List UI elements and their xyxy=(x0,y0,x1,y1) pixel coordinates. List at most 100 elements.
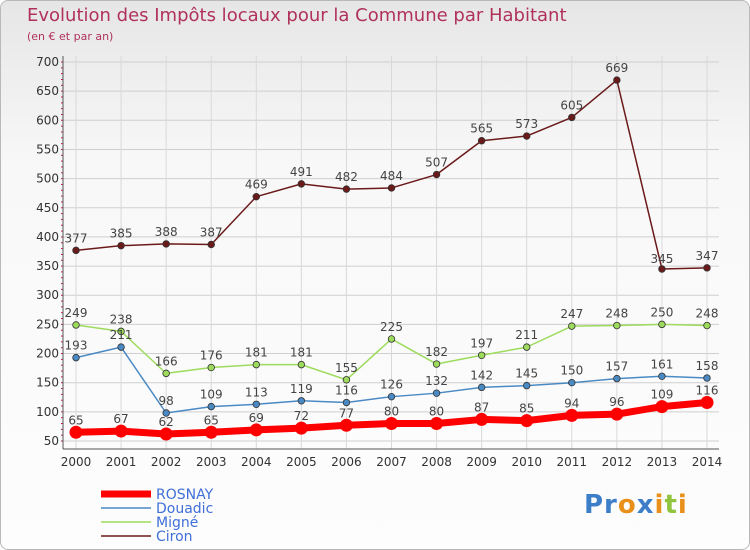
data-point xyxy=(658,320,666,329)
data-label: 469 xyxy=(245,178,268,192)
y-tick-label: 350 xyxy=(36,259,59,273)
data-label: 155 xyxy=(335,361,358,375)
data-point xyxy=(655,400,669,414)
data-label: 225 xyxy=(380,320,403,334)
data-label: 109 xyxy=(650,388,673,402)
data-point xyxy=(477,383,486,392)
data-point xyxy=(297,397,306,405)
data-label: 126 xyxy=(380,378,403,392)
data-label: 85 xyxy=(519,402,534,416)
x-tick-label: 2004 xyxy=(241,455,272,469)
data-point xyxy=(613,321,621,330)
data-point xyxy=(523,381,531,390)
x-tick-label: 2013 xyxy=(647,455,678,469)
data-label: 158 xyxy=(696,359,719,373)
data-point xyxy=(339,418,353,432)
data-point xyxy=(72,353,80,362)
data-point xyxy=(430,417,444,431)
data-point xyxy=(613,76,621,84)
data-point xyxy=(162,369,170,378)
data-point xyxy=(610,407,624,421)
data-label: 96 xyxy=(609,395,624,409)
data-point xyxy=(520,414,534,428)
data-point xyxy=(432,360,441,368)
y-tick-label: 500 xyxy=(36,172,59,186)
data-label: 116 xyxy=(696,384,719,398)
data-label: 249 xyxy=(65,306,88,320)
data-point xyxy=(72,321,80,329)
data-point xyxy=(207,402,215,411)
data-point xyxy=(252,360,260,369)
data-point xyxy=(523,343,531,351)
data-point xyxy=(658,372,666,380)
data-labels: 65 67 62 65 69 72 77 80 80 87 85 94 96 109 116 193 211 98… xyxy=(65,61,719,429)
data-point xyxy=(568,322,576,330)
data-label: 248 xyxy=(696,307,719,321)
data-point xyxy=(475,412,489,426)
legend-label: ROSNAY xyxy=(156,487,214,503)
data-label: 484 xyxy=(380,169,403,183)
x-tick-label: 2000 xyxy=(61,455,92,469)
data-label: 385 xyxy=(110,227,133,241)
x-tick-label: 2003 xyxy=(196,455,227,469)
data-point xyxy=(297,360,306,369)
y-tick-label: 450 xyxy=(36,201,59,215)
proxiti-logo: Proxiti xyxy=(584,490,688,520)
chart-title: Evolution des Impôts locaux pour la Comm… xyxy=(27,5,567,26)
data-label: 142 xyxy=(470,368,493,382)
data-point xyxy=(613,374,621,383)
data-label: 77 xyxy=(339,406,354,420)
data-point xyxy=(294,421,308,435)
data-point xyxy=(385,417,398,431)
data-point xyxy=(387,184,396,192)
data-label: 150 xyxy=(560,364,583,378)
data-label: 387 xyxy=(200,226,223,240)
data-label: 345 xyxy=(650,252,673,266)
legend-label: Ciron xyxy=(156,529,193,545)
data-point xyxy=(700,396,714,410)
data-point xyxy=(387,335,396,343)
data-point xyxy=(252,192,260,201)
data-point xyxy=(117,241,125,250)
data-point xyxy=(568,113,576,122)
data-label: 388 xyxy=(155,225,178,239)
data-label: 176 xyxy=(200,349,223,363)
data-point xyxy=(342,185,351,193)
data-point xyxy=(252,400,260,408)
axes xyxy=(61,56,719,450)
data-label: 87 xyxy=(474,400,489,414)
y-tick-label: 300 xyxy=(36,288,59,302)
x-tick-label: 2009 xyxy=(466,455,497,469)
data-label: 182 xyxy=(425,345,448,359)
data-point xyxy=(117,343,125,351)
data-label: 80 xyxy=(429,405,444,419)
data-label: 482 xyxy=(335,170,358,184)
y-tick-label: 100 xyxy=(36,405,59,419)
series-lines xyxy=(69,76,714,441)
data-label: 113 xyxy=(245,385,268,399)
data-point xyxy=(568,378,576,387)
data-point xyxy=(114,424,128,438)
chart-subtitle: (en € et par an) xyxy=(27,30,114,43)
data-label: 491 xyxy=(290,165,313,179)
data-label: 181 xyxy=(290,346,313,360)
data-point xyxy=(342,398,351,407)
data-point xyxy=(342,376,351,384)
data-label: 211 xyxy=(515,328,538,342)
data-label: 573 xyxy=(515,117,538,131)
data-label: 109 xyxy=(200,388,223,402)
x-tick-label: 2008 xyxy=(421,455,452,469)
data-label: 193 xyxy=(65,339,88,353)
data-label: 181 xyxy=(245,346,268,360)
x-tick-label: 2011 xyxy=(557,455,588,469)
legend-label: Douadic xyxy=(156,501,213,517)
data-point xyxy=(703,374,711,382)
data-label: 377 xyxy=(65,231,88,245)
data-label: 65 xyxy=(68,413,83,427)
data-label: 145 xyxy=(515,367,538,381)
y-axis-ticks: 50 100 150 200 250 300 350 400 450 500 550 600 650 70… xyxy=(36,55,59,448)
data-label: 72 xyxy=(294,409,309,423)
